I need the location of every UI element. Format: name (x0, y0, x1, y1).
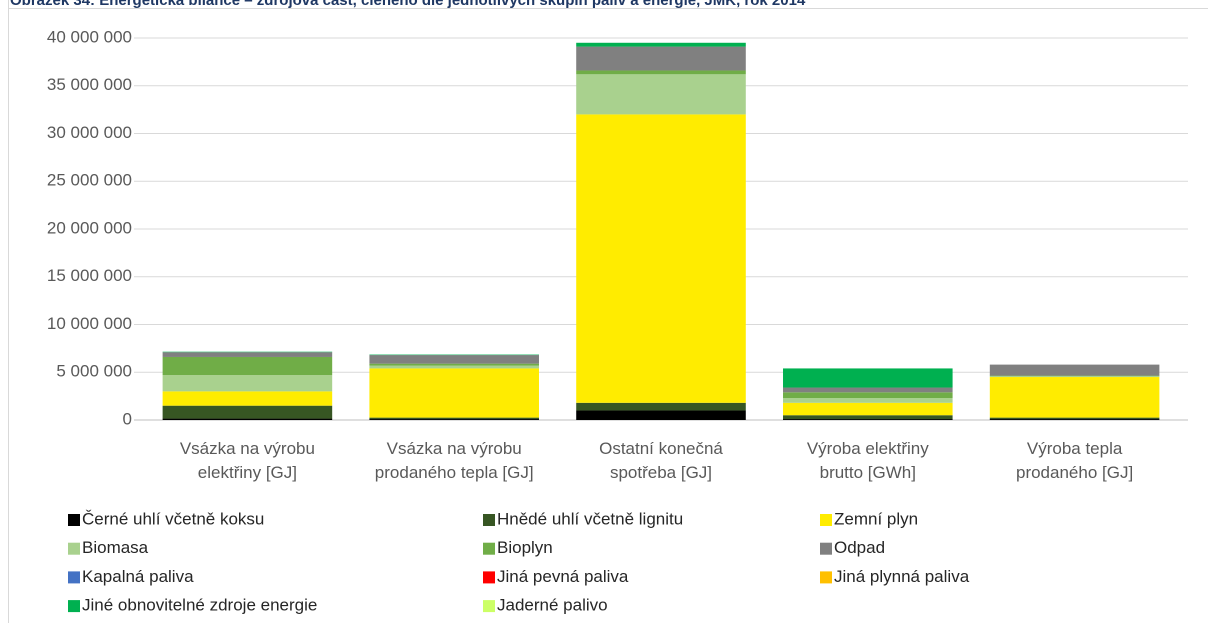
bar-segment (162, 375, 333, 392)
bar-segment (989, 376, 1160, 378)
legend-swatch (820, 542, 832, 555)
y-tick-label: 10 000 000 (47, 314, 132, 333)
legend-label: Odpad (834, 538, 885, 557)
legend-label: Jaderné palivo (497, 596, 608, 615)
bar-segment (783, 402, 953, 416)
legend-swatch (820, 514, 832, 526)
bar-segment (576, 70, 746, 75)
legend-label: Jiné obnovitelné zdroje energie (82, 596, 317, 615)
bar-segment (576, 46, 746, 71)
bar-segment (162, 391, 333, 406)
bar-segment (989, 417, 1160, 420)
x-tick-label: Vsázka na výrobu prodaného tepla [GJ] (375, 439, 534, 482)
bar-segment (369, 368, 539, 418)
legend-label: Hnědé uhlí včetně lignitu (497, 509, 683, 528)
legend-swatch (68, 542, 80, 555)
legend-label: Biomasa (82, 538, 149, 557)
legend-label: Jiná plynná paliva (834, 567, 970, 586)
legend-swatch (483, 571, 495, 584)
bar-segment (783, 398, 953, 403)
y-tick-label: 0 (123, 409, 132, 428)
bar-segment (989, 364, 1160, 376)
x-tick-label: Výroba tepla prodaného [GJ] (1016, 439, 1133, 482)
legend-swatch (68, 600, 80, 613)
x-tick-label: Vsázka na výrobu elektřiny [GJ] (180, 439, 315, 482)
legend-label: Černé uhlí včetně koksu (82, 509, 264, 528)
bar-segment (989, 419, 1160, 420)
bar-segment (369, 355, 539, 364)
legend-swatch (68, 571, 80, 584)
bar-segment (162, 352, 333, 357)
legend-label: Jiná pevná paliva (497, 567, 629, 586)
legend-label: Zemní plyn (834, 509, 918, 528)
bar-segment (162, 405, 333, 419)
bar-segment (576, 42, 746, 47)
legend-label: Bioplyn (497, 538, 553, 557)
y-tick-label: 40 000 000 (47, 27, 132, 46)
bar-segment (783, 387, 953, 393)
legend-label: Kapalná paliva (82, 567, 194, 586)
y-tick-label: 25 000 000 (47, 171, 132, 190)
bar-segment (783, 415, 953, 420)
bar-segment (783, 419, 953, 420)
y-tick-label: 5 000 000 (56, 362, 132, 381)
y-tick-label: 35 000 000 (47, 75, 132, 94)
bar-segment (369, 363, 539, 366)
bar-segment (162, 356, 333, 376)
y-tick-label: 20 000 000 (47, 218, 132, 237)
x-tick-label: Výroba elektřiny brutto [GWh] (807, 439, 929, 482)
bar-segment (783, 368, 953, 388)
bar-segment (783, 392, 953, 399)
bar-segment (369, 419, 539, 420)
legend-swatch (483, 514, 495, 526)
bar-segment (989, 377, 1160, 418)
chart-title: Obrázek 34: Energetická bilance – zdrojo… (10, 0, 806, 9)
bar-segment (369, 417, 539, 420)
legend-swatch (483, 600, 495, 613)
legend-swatch (68, 514, 80, 526)
legend-swatch (820, 571, 832, 584)
bar-segment (369, 365, 539, 369)
bar-segment (162, 418, 333, 420)
x-tick-label: Ostatní konečná spotřeba [GJ] (599, 439, 723, 482)
y-tick-label: 15 000 000 (47, 266, 132, 285)
legend-swatch (483, 542, 495, 555)
bar-segment (576, 74, 746, 115)
bar-segment (576, 402, 746, 411)
bar-segment (576, 114, 746, 403)
bar-segment (576, 410, 746, 420)
y-tick-label: 30 000 000 (47, 123, 132, 142)
